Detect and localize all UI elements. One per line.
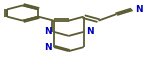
Text: N: N [86,27,94,36]
Text: N: N [44,27,52,36]
Text: N: N [135,5,143,14]
Text: N: N [44,43,52,52]
